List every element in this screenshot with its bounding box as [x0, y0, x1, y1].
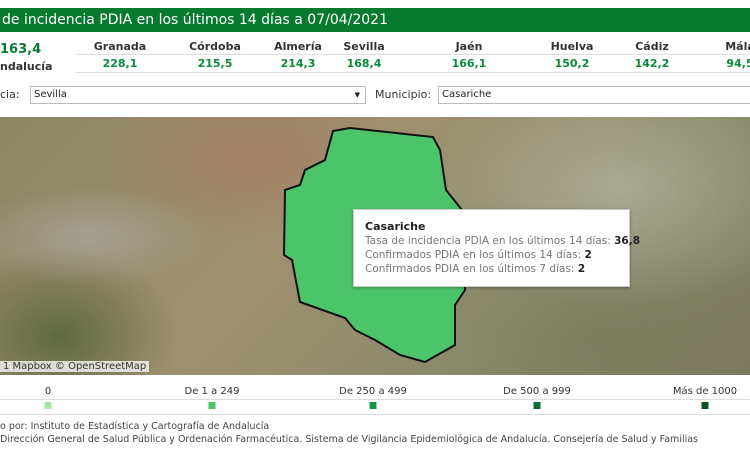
divider [0, 399, 750, 400]
province-value: 166,1 [451, 57, 487, 70]
tooltip-c7-label: Confirmados PDIA en los últimos 7 días: [365, 263, 575, 275]
divider [76, 54, 750, 55]
legend-label: Más de 1000 [672, 386, 738, 397]
province-name: Córdoba [189, 40, 241, 53]
legend-label: De 1 a 249 [184, 386, 240, 397]
province-value: 214,3 [280, 57, 316, 70]
footer-source: o por: Instituto de Estadística y Cartog… [0, 421, 270, 432]
map-tooltip: Casariche Tasa de incidencia PDIA en los… [353, 209, 640, 287]
province-name: Mála [725, 40, 750, 53]
province-name: Sevilla [343, 40, 385, 53]
footer-credits: Dirección General de Salud Pública y Ord… [0, 434, 699, 445]
province-value: 228,1 [102, 57, 138, 70]
legend-swatch [533, 402, 541, 409]
legend-swatch [208, 402, 216, 409]
province-label: cia: [0, 88, 20, 101]
province-value: 142,2 [634, 57, 670, 70]
tooltip-c14-label: Confirmados PDIA en los últimos 14 días: [365, 249, 582, 261]
legend-swatch [369, 402, 377, 409]
tooltip-c14: 2 [584, 249, 592, 261]
tooltip-rate-label: Tasa de incidencia PDIA en los últimos 1… [365, 235, 611, 247]
province-name: Granada [93, 40, 147, 53]
province-value: 168,4 [346, 57, 382, 70]
map-attribution[interactable]: 1 Mapbox © OpenStreetMap [0, 361, 150, 372]
legend-swatch [44, 402, 52, 409]
province-value: 215,5 [197, 57, 233, 70]
municipio-input[interactable]: Casariche [438, 86, 750, 104]
page-title: de incidencia PDIA en los últimos 14 día… [0, 8, 750, 32]
province-select-value: Sevilla [34, 89, 67, 100]
tooltip-title: Casariche [365, 220, 426, 233]
province-name: Cádiz [635, 40, 669, 53]
municipio-input-value: Casariche [442, 89, 492, 100]
province-value: 150,2 [554, 57, 590, 70]
tooltip-c7: 2 [577, 263, 586, 275]
total-value: 163,4 [0, 42, 42, 57]
province-name: Jaén [455, 40, 483, 53]
legend-label: De 250 a 499 [339, 386, 407, 397]
legend-label: De 500 a 999 [503, 386, 571, 397]
total-label: ndalucía [0, 60, 53, 73]
municipio-label: Municipio: [375, 88, 432, 101]
tooltip-rate: 36,8 [614, 235, 641, 247]
province-value: 94,5 [726, 57, 750, 70]
legend-label: 0 [44, 386, 52, 397]
province-select[interactable]: Sevilla ▼ [30, 86, 366, 104]
divider [0, 414, 750, 415]
legend-swatch [701, 402, 709, 409]
chevron-down-icon: ▼ [354, 91, 360, 99]
province-name: Huelva [550, 40, 594, 53]
province-name: Almería [274, 40, 322, 53]
divider [76, 72, 750, 73]
